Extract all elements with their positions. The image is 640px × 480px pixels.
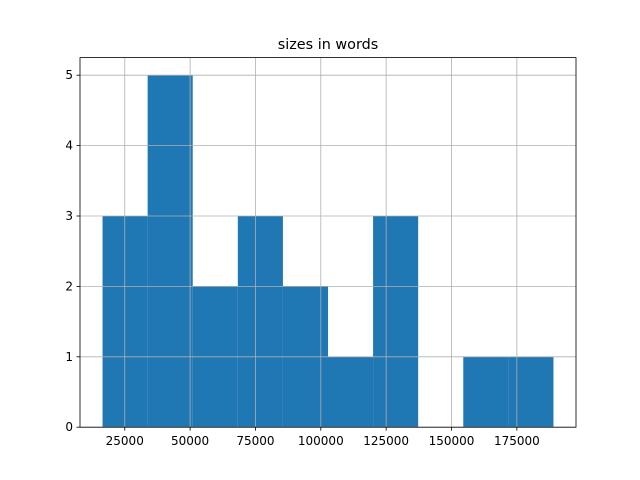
bar: [508, 356, 554, 428]
y-tick-label: 5: [65, 68, 73, 82]
y-tick-label: 1: [65, 350, 73, 364]
x-tick-label: 150000: [429, 434, 475, 448]
x-tick-label: 175000: [494, 434, 540, 448]
chart-title: sizes in words: [278, 37, 379, 53]
x-tick-label: 100000: [298, 434, 344, 448]
x-tick-label: 50000: [171, 434, 209, 448]
axes-frame: [79, 57, 577, 428]
bar: [373, 216, 419, 428]
x-tick-label: 75000: [236, 434, 274, 448]
bar: [328, 356, 374, 428]
x-tick-label: 25000: [106, 434, 144, 448]
bar: [463, 356, 509, 428]
bar: [237, 216, 283, 428]
y-tick-label: 0: [65, 420, 73, 434]
y-tick-label: 2: [65, 279, 73, 293]
y-tick-label: 3: [65, 209, 73, 223]
x-tick-label: 125000: [363, 434, 409, 448]
y-tick-label: 4: [65, 139, 73, 153]
bar: [147, 75, 193, 428]
